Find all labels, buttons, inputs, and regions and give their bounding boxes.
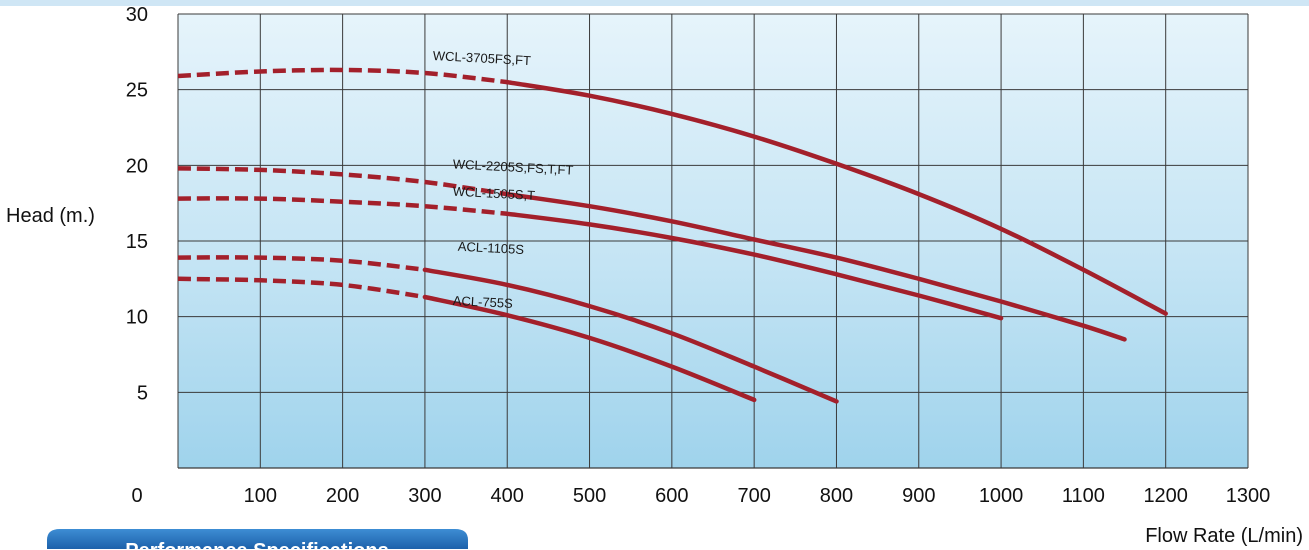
x-axis-title: Flow Rate (L/min): [1145, 525, 1303, 547]
series-line-wcl-2205s-fs-t-ft-dashed: [177, 166, 508, 197]
series-label-wcl-2205s-fs-t-ft: WCL-2205S,FS,T,FT: [452, 156, 573, 177]
x-tick-label-1000: 1000: [979, 485, 1024, 507]
x-tick-label-400: 400: [491, 485, 524, 507]
tick-labels: 0 100 200 300 400 500 600 700 800 900 1000 1100 1200…: [126, 4, 1271, 507]
series-label-acl-1105s: ACL-1105S: [457, 239, 524, 257]
series-line-acl-755s: [422, 294, 757, 403]
series-line-acl-755s-dashed: [177, 276, 426, 300]
x-tick-label-1100: 1100: [1062, 485, 1105, 507]
y-tick-label-15: 15: [126, 231, 148, 253]
x-tick-label-500: 500: [573, 485, 606, 507]
grid: [177, 13, 1249, 469]
y-tick-label-30: 30: [126, 4, 148, 26]
top-decorative-strip: [0, 0, 1309, 6]
series-label-acl-755s: ACL-755S: [452, 293, 513, 311]
series-line-acl-1105s-dashed: [177, 255, 426, 273]
x-tick-label-0: 0: [131, 485, 142, 507]
y-tick-label-20: 20: [126, 155, 148, 177]
y-axis-title: Head (m.): [6, 205, 95, 227]
performance-specifications-badge: Performance Specifications: [45, 527, 470, 550]
series-lines: [177, 67, 1168, 404]
x-tick-label-100: 100: [244, 485, 277, 507]
series-line-acl-1105s: [422, 267, 839, 404]
series-line-wcl-1505s-t: [504, 211, 1004, 321]
x-tick-label-800: 800: [820, 485, 853, 507]
series-line-wcl-1505s-t-dashed: [177, 196, 508, 217]
x-tick-label-700: 700: [737, 485, 770, 507]
y-tick-label-5: 5: [137, 382, 148, 404]
x-tick-label-900: 900: [902, 485, 935, 507]
y-tick-label-25: 25: [126, 80, 148, 102]
series-labels: WCL-3705FS,FT WCL-2205S,FS,T,FT WCL-1505S,…: [432, 48, 573, 311]
series-line-wcl-3705fs-ft-dashed: [177, 67, 508, 85]
x-tick-label-300: 300: [408, 485, 441, 507]
series-label-wcl-3705fs-ft: WCL-3705FS,FT: [432, 48, 531, 68]
x-tick-label-200: 200: [326, 485, 359, 507]
x-tick-label-1300: 1300: [1226, 485, 1271, 507]
x-tick-label-1200: 1200: [1143, 485, 1188, 507]
series-label-wcl-1505s-t: WCL-1505S,T: [452, 184, 535, 203]
badge-label: Performance Specifications: [125, 540, 388, 550]
series-line-wcl-3705fs-ft: [504, 79, 1168, 316]
x-tick-label-600: 600: [655, 485, 688, 507]
y-tick-label-10: 10: [126, 307, 148, 329]
series-line-wcl-2205s-fs-t-ft: [504, 191, 1127, 342]
